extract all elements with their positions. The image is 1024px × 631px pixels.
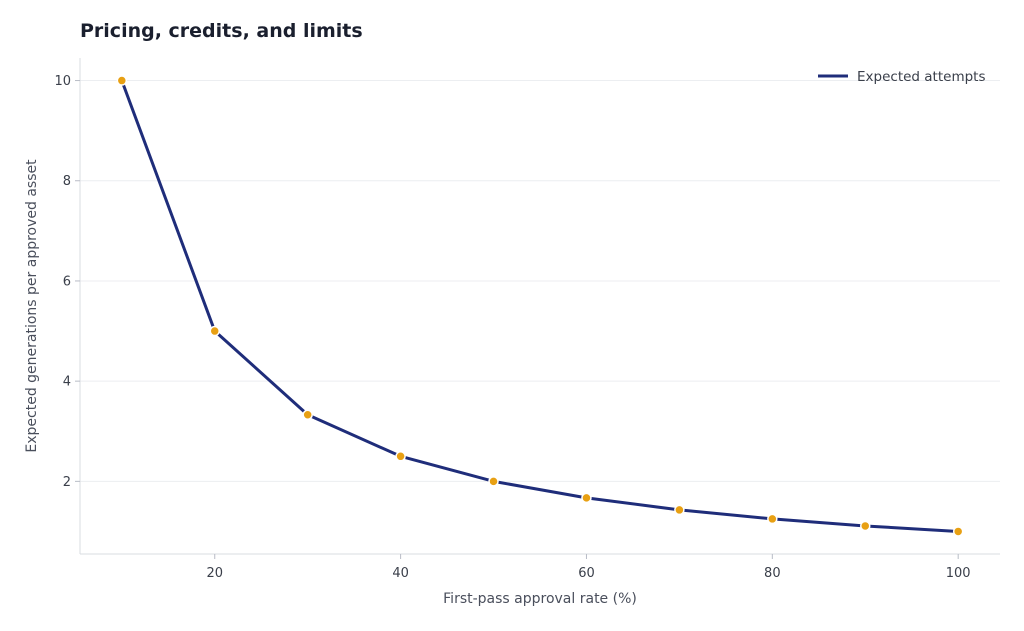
data-point [302,409,313,420]
y-tick-label: 4 [63,375,71,390]
series [116,75,964,537]
data-point [209,325,220,337]
data-point [395,451,406,462]
data-point [674,504,685,516]
x-tick-label: 100 [946,566,971,581]
x-tick-label: 80 [764,566,781,581]
gridlines [80,80,1000,482]
chart-title: Pricing, credits, and limits [80,20,363,42]
x-tick-label: 40 [392,566,409,581]
data-point [860,520,871,532]
series-line [120,79,960,533]
x-tick-label: 60 [578,566,595,581]
y-tick-label: 2 [63,475,71,490]
legend-label: Expected attempts [857,69,986,85]
data-point [952,526,964,537]
legend: Expected attempts [818,69,986,85]
data-point [116,75,128,86]
data-point [488,476,499,487]
ticks: 2 4 6 8 10 20 40 60 80 100 [54,74,970,581]
y-tick-label: 6 [63,274,71,289]
data-point [767,513,778,525]
y-axis-label: Expected generations per approved asset [24,159,40,453]
y-tick-label: 8 [63,174,71,189]
y-tick-label: 10 [54,74,71,89]
axes [79,58,1000,555]
data-point [581,492,592,504]
x-axis-label: First-pass approval rate (%) [443,591,637,607]
x-tick-label: 20 [206,566,223,581]
